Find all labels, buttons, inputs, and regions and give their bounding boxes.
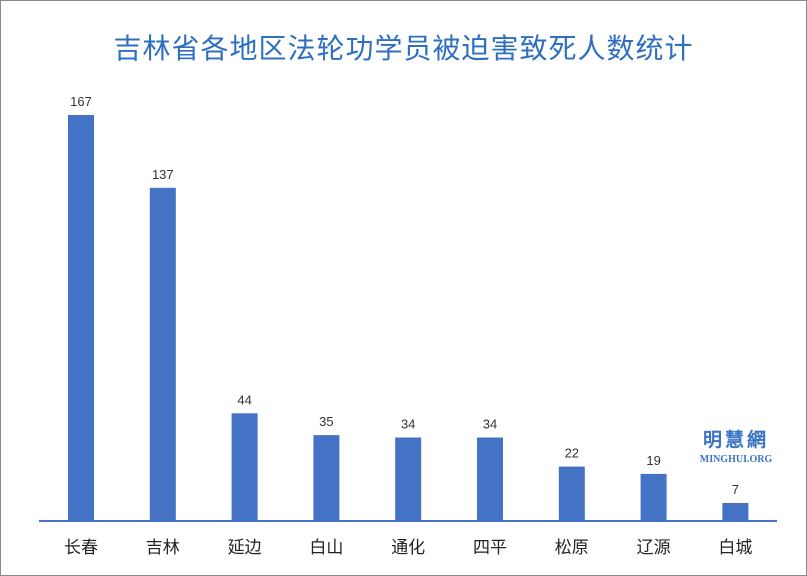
value-label-长春: 167 [70,94,92,109]
value-label-松原: 22 [565,446,579,461]
watermark-chinese: 明慧網 [702,429,769,451]
category-label-四平: 四平 [473,538,507,558]
category-label-吉林: 吉林 [146,538,180,558]
value-label-通化: 34 [401,417,415,432]
category-label-通化: 通化 [391,538,425,558]
category-label-长春: 长春 [64,538,98,558]
bar-白城 [722,503,749,520]
bar-辽源 [640,473,667,520]
watermark-english: MINGHUI.ORG [699,454,773,465]
bar-通化 [395,437,422,520]
value-label-四平: 34 [483,417,497,432]
minghui-watermark-logo: 明慧網 MINGHUI.ORG [691,425,781,465]
bar-延边 [231,413,258,520]
value-label-延边: 44 [237,392,251,407]
category-label-松原: 松原 [555,538,589,558]
bar-松原 [558,466,585,520]
bars-layer [68,115,749,521]
bar-四平 [477,437,503,520]
category-label-白山: 白山 [309,538,343,558]
category-label-白城: 白城 [718,538,752,558]
value-labels-layer: 167 137 44 35 34 34 22 19 7 [70,94,739,497]
category-labels-layer: 长春 吉林 延边 白山 通化 四平 松原 辽源 白城 [64,538,752,558]
value-label-白城: 7 [732,482,739,497]
value-label-辽源: 19 [646,453,660,468]
bar-长春 [68,115,94,520]
bar-吉林 [149,187,176,521]
chart-title: 吉林省各地区法轮功学员被迫害致死人数统计 [113,32,694,65]
value-label-白山: 35 [319,414,333,429]
category-label-辽源: 辽源 [637,538,671,558]
bar-白山 [313,435,340,520]
value-label-吉林: 137 [152,167,174,182]
category-label-延边: 延边 [228,538,262,558]
